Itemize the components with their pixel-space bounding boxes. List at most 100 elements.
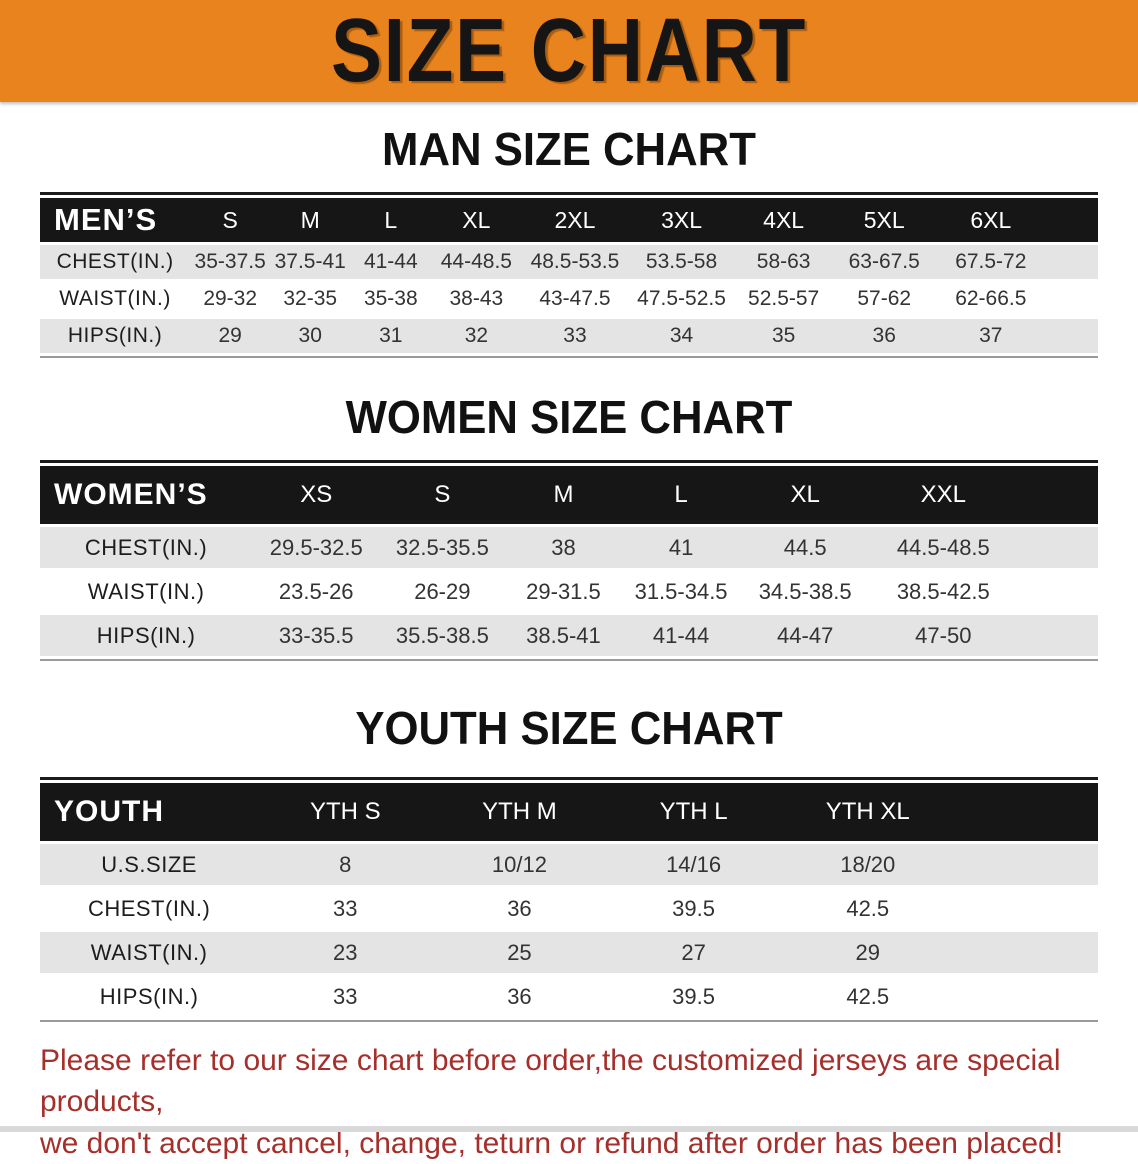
mens-value-cell: 43-47.5 [539,287,611,310]
womens-size-table: WOMEN’S XS S M L XL XXL CHEST(IN.) 29.5-32.5 32.5… [40,460,1098,661]
mens-header-filler [1045,198,1098,242]
youth-value-cell: 33 [333,895,358,921]
mens-row-filler [1046,319,1098,353]
mens-value-cell: 44-48.5 [440,250,512,273]
sections-container: MAN SIZE CHART MEN’S S M L XL 2XL 3XL 4XL 5XL 6XL C… [0,126,1138,1022]
youth-row-label: U.S.SIZE [101,851,197,877]
mens-size-col-2: M [270,198,351,242]
womens-table-row: CHEST(IN.) 29.5-32.5 32.5-35.5 38 41 44.5 44.5… [40,527,1098,568]
womens-value-cell: 33-35.5 [278,622,354,648]
womens-value-cell: 44.5-48.5 [896,534,990,560]
youth-row-filler [955,888,1098,929]
youth-value-cell: 25 [507,939,532,965]
youth-corner-label: YOUTH [40,783,259,841]
mens-size-col-8: 5XL [832,198,936,242]
mens-value-cell: 37 [979,324,1003,347]
youth-value-cell: 42.5 [846,895,890,921]
womens-row-label: WAIST(IN.) [87,578,205,604]
youth-size-col-3: YTH L [606,783,781,841]
mens-table: MEN’S S M L XL 2XL 3XL 4XL 5XL 6XL CHEST(IN.) 35-37… [40,195,1098,356]
youth-row-label: CHEST(IN.) [87,895,211,921]
youth-value-cell: 18/20 [840,851,896,877]
youth-value-cell: 39.5 [672,895,715,921]
womens-row-label: CHEST(IN.) [84,534,208,560]
mens-value-cell: 32 [464,324,489,347]
youth-value-cell: 8 [339,851,352,877]
mens-row-filler [1046,245,1098,279]
mens-corner-label: MEN’S [40,198,191,242]
youth-table-row: U.S.SIZE 8 10/12 14/16 18/20 [40,844,1098,885]
womens-value-cell: 38.5-41 [526,622,601,648]
womens-row-filler [1016,615,1098,656]
womens-value-cell: 35.5-38.5 [395,622,489,648]
mens-value-cell: 38-43 [449,287,504,310]
womens-row-filler [1016,571,1098,612]
banner: SIZE CHART [0,0,1138,102]
youth-size-table: YOUTH YTH S YTH M YTH L YTH XL U.S.SIZE 8 10/12… [40,777,1098,1022]
notice-line-1: Please refer to our size chart before or… [40,1044,1061,1119]
mens-value-cell: 32-35 [283,287,338,310]
womens-value-cell: 44-47 [777,622,834,648]
mens-size-col-5: 2XL [521,198,629,242]
womens-size-col-2: S [380,466,505,524]
mens-size-col-9: 6XL [935,198,1046,242]
mens-value-cell: 58-63 [756,250,811,273]
youth-value-cell: 27 [681,939,706,965]
mens-value-cell: 63-67.5 [848,250,920,273]
womens-size-col-4: L [622,466,740,524]
mens-row-label: HIPS(IN.) [67,324,163,347]
youth-row-filler [955,932,1098,973]
mens-value-cell: 52.5-57 [748,287,820,310]
womens-value-cell: 41-44 [652,622,710,648]
womens-size-col-6: XXL [870,466,1016,524]
mens-value-cell: 35-37.5 [194,250,266,273]
womens-value-cell: 23.5-26 [278,578,354,604]
womens-value-cell: 29-31.5 [526,578,601,604]
womens-section-heading: WOMEN SIZE CHART [345,391,793,443]
youth-value-cell: 36 [507,983,532,1009]
mens-table-header: MEN’S S M L XL 2XL 3XL 4XL 5XL 6XL [40,198,1098,242]
youth-row-filler [955,976,1098,1017]
youth-size-col-2: YTH M [432,783,607,841]
mens-row-label: WAIST(IN.) [59,287,171,310]
mens-value-cell: 36 [872,324,896,347]
mens-value-cell: 57-62 [857,287,912,310]
youth-value-cell: 36 [507,895,532,921]
mens-table-row: CHEST(IN.) 35-37.5 37.5-41 41-44 44-48.5 48.5… [40,245,1098,279]
youth-header-filler [954,783,1098,841]
mens-value-cell: 47.5-52.5 [637,287,726,310]
womens-value-cell: 38 [551,534,576,560]
mens-value-cell: 30 [298,324,322,347]
womens-header-row: WOMEN’S XS S M L XL XXL [40,466,1098,524]
mens-section-heading: MAN SIZE CHART [382,123,756,175]
youth-value-cell: 33 [333,983,358,1009]
order-notice: Please refer to our size chart before or… [40,1040,1098,1164]
womens-value-cell: 31.5-34.5 [634,578,728,604]
youth-row-label: HIPS(IN.) [99,983,199,1009]
womens-value-cell: 44.5 [783,534,827,560]
womens-row-filler [1016,527,1098,568]
womens-header-filler [1015,466,1098,524]
womens-value-cell: 32.5-35.5 [395,534,489,560]
youth-row-label: WAIST(IN.) [90,939,208,965]
mens-table-row: WAIST(IN.) 29-32 32-35 35-38 38-43 43-47.5 47.… [40,282,1098,316]
mens-value-cell: 31 [379,324,403,347]
womens-value-cell: 34.5-38.5 [758,578,852,604]
womens-value-cell: 38.5-42.5 [896,578,990,604]
womens-value-cell: 47-50 [915,622,972,648]
mens-row-filler [1046,282,1098,316]
womens-value-cell: 41 [668,534,694,560]
womens-table-body: CHEST(IN.) 29.5-32.5 32.5-35.5 38 41 44.5 44.5… [40,527,1098,656]
youth-size-col-1: YTH S [258,783,433,841]
mens-header-row: MEN’S S M L XL 2XL 3XL 4XL 5XL 6XL [40,198,1098,242]
youth-section-heading: YOUTH SIZE CHART [355,702,783,754]
mens-value-cell: 35-38 [363,287,418,310]
mens-value-cell: 34 [669,324,694,347]
mens-value-cell: 67.5-72 [955,250,1027,273]
youth-table-row: WAIST(IN.) 23 25 27 29 [40,932,1098,973]
womens-size-col-3: M [504,466,623,524]
womens-table: WOMEN’S XS S M L XL XXL CHEST(IN.) 29.5-32.5 32.5… [40,463,1098,659]
mens-table-body: CHEST(IN.) 35-37.5 37.5-41 41-44 44-48.5 48.5… [40,245,1098,353]
youth-value-cell: 14/16 [666,851,722,877]
